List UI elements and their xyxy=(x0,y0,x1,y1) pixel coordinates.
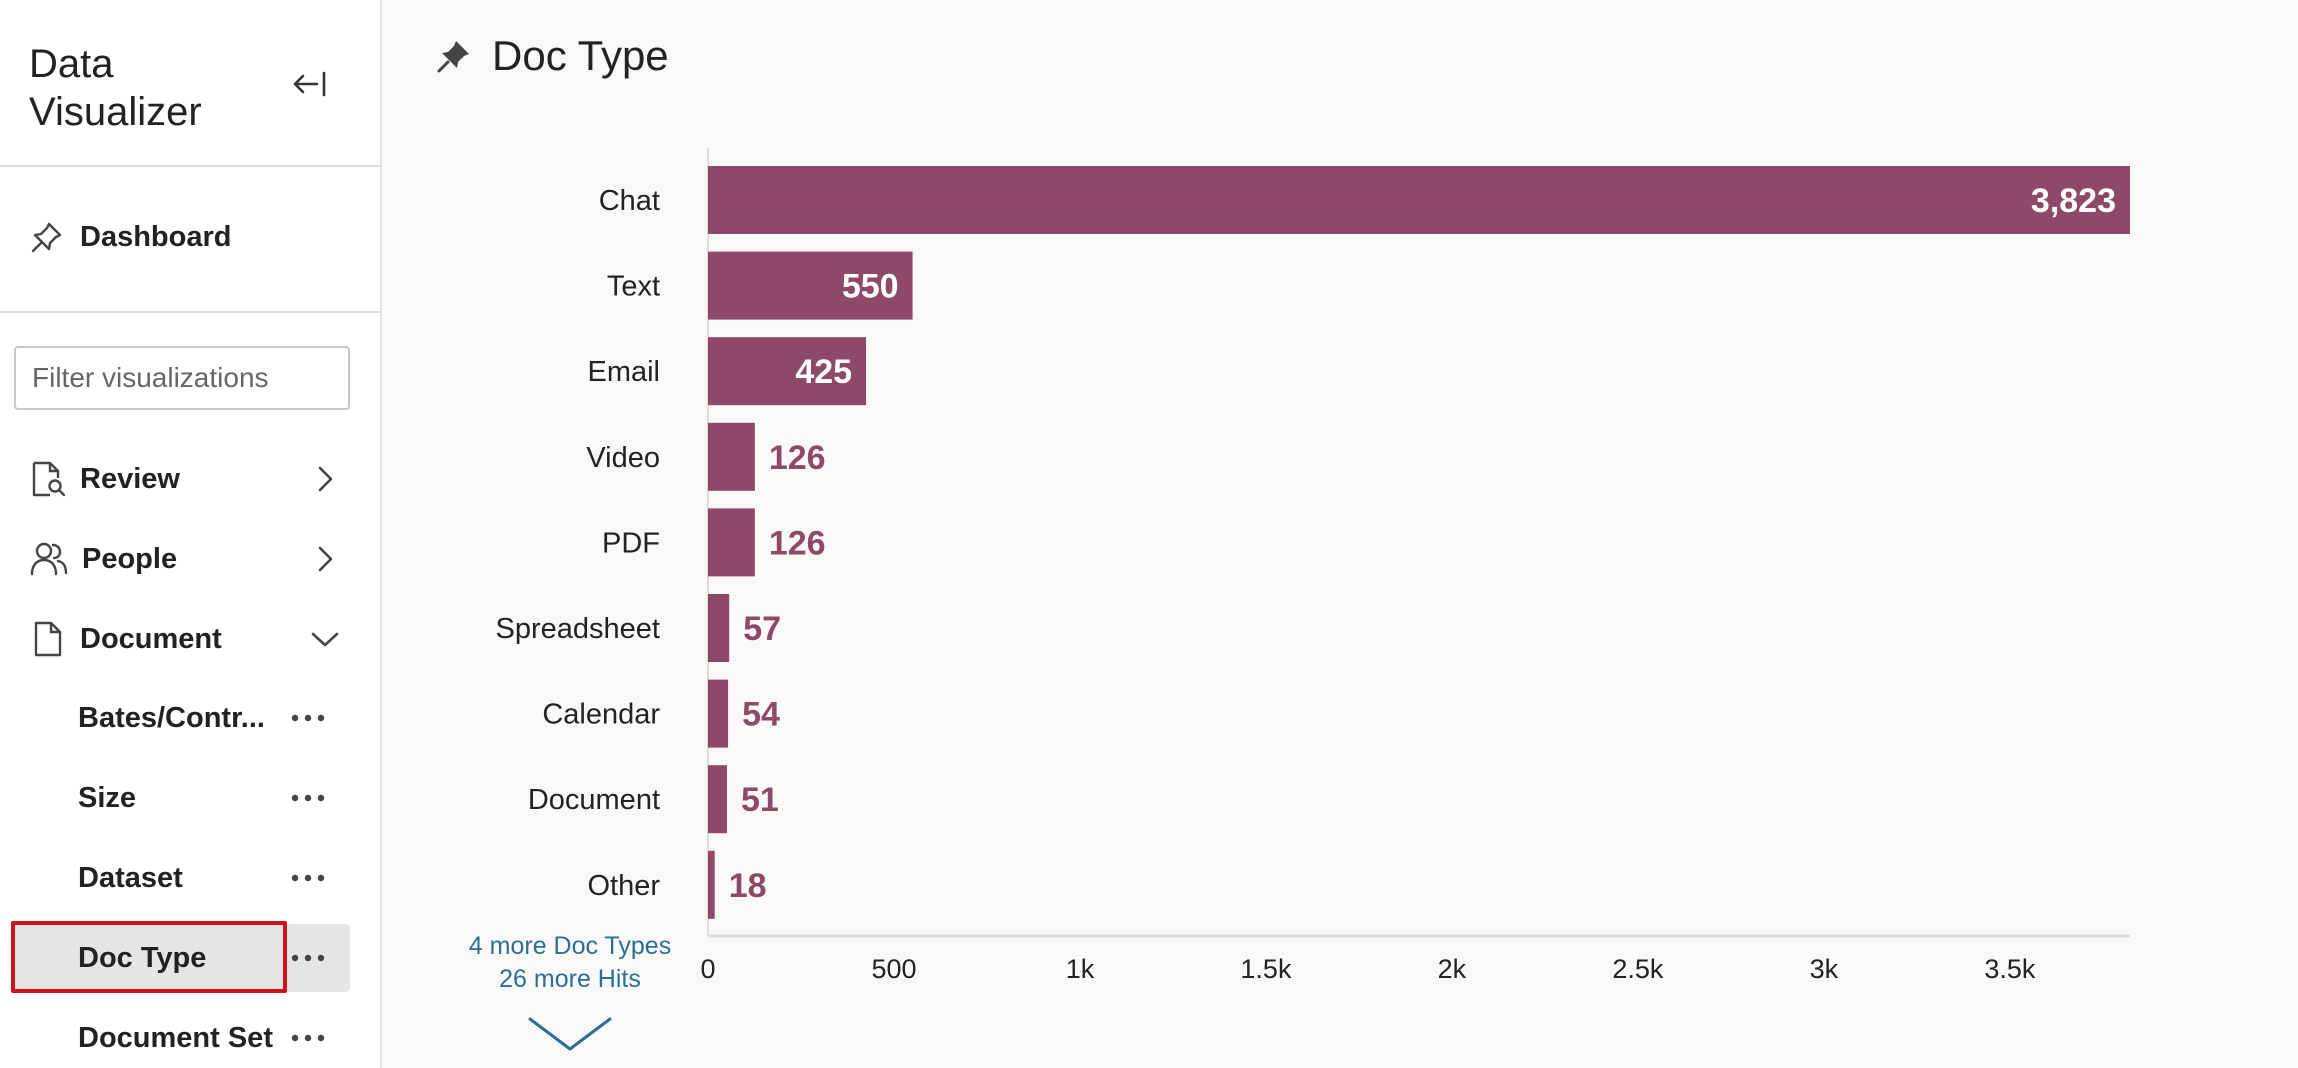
more-doc-types-link[interactable]: 4 more Doc Types xyxy=(468,932,672,960)
sub-item-label: Doc Type xyxy=(78,941,207,974)
filter-visualizations-input[interactable] xyxy=(14,346,350,410)
bar[interactable] xyxy=(708,850,715,919)
nav-people[interactable]: People xyxy=(30,532,340,586)
collapse-sidebar-button[interactable] xyxy=(290,66,330,102)
value-label: 550 xyxy=(842,268,899,306)
more-hits-link[interactable]: 26 more Hits xyxy=(499,965,641,993)
bar[interactable] xyxy=(708,508,755,577)
sub-item-label: Dataset xyxy=(78,861,183,894)
x-tick-label: 0 xyxy=(700,954,715,984)
sub-item-doc-type[interactable]: Doc Type xyxy=(11,921,350,993)
chevron-right-icon xyxy=(310,464,340,494)
value-label: 126 xyxy=(769,439,826,477)
sub-item-label: Size xyxy=(78,781,137,814)
value-label: 425 xyxy=(795,353,852,391)
more-dots-icon xyxy=(291,714,325,722)
pin-filled-icon[interactable] xyxy=(436,38,472,74)
category-label: Email xyxy=(587,356,660,388)
nav-review[interactable]: Review xyxy=(30,452,340,506)
value-label: 3,823 xyxy=(2031,182,2116,220)
sub-item-size[interactable]: Size xyxy=(14,764,350,832)
nav-review-label: Review xyxy=(80,462,180,495)
bar[interactable] xyxy=(708,422,755,491)
more-options-button[interactable] xyxy=(288,700,328,736)
x-tick-label: 3k xyxy=(1810,954,1839,984)
nav-people-label: People xyxy=(82,542,178,575)
more-options-button[interactable] xyxy=(288,860,328,896)
category-label: Chat xyxy=(599,185,660,217)
more-dots-icon xyxy=(291,954,325,962)
page-title: Doc Type xyxy=(492,32,669,79)
doc-type-bar-chart: Chat 3,823 Text 550 Email 425 Video 126 PDF 126 Sp… xyxy=(496,148,2130,984)
category-label: Document xyxy=(528,784,660,816)
app-title: Data Visualizer xyxy=(29,42,202,134)
document-search-icon xyxy=(32,461,66,497)
bar[interactable] xyxy=(708,594,730,662)
sub-item-label: Document Set xyxy=(78,1021,273,1054)
sidebar: Data Visualizer Dashboard Review xyxy=(0,0,382,1068)
sub-item-document-set[interactable]: Document Set xyxy=(14,1004,350,1068)
value-label: 57 xyxy=(743,610,781,648)
collapse-left-icon xyxy=(293,71,326,97)
value-label: 51 xyxy=(741,781,779,819)
value-label: 126 xyxy=(769,524,826,562)
nav-document-label: Document xyxy=(80,622,222,655)
value-label: 54 xyxy=(742,696,780,734)
category-label: PDF xyxy=(602,527,660,559)
category-label: Spreadsheet xyxy=(496,613,660,645)
document-icon xyxy=(34,621,62,657)
value-label: 18 xyxy=(729,867,767,905)
more-dots-icon xyxy=(291,1034,325,1042)
more-dots-icon xyxy=(291,794,325,802)
sub-item-dataset[interactable]: Dataset xyxy=(14,844,350,912)
bar[interactable] xyxy=(708,251,913,320)
x-tick-label: 3.5k xyxy=(1984,954,2036,984)
dashboard-link[interactable]: Dashboard xyxy=(30,217,231,257)
chevron-right-icon xyxy=(310,544,340,574)
selection-highlight xyxy=(11,921,287,993)
bar[interactable] xyxy=(708,337,867,406)
dashboard-section: Dashboard xyxy=(0,167,380,313)
sub-item-label: Bates/Contr... xyxy=(78,701,265,734)
x-tick-label: 2.5k xyxy=(1612,954,1664,984)
x-tick-label: 500 xyxy=(871,954,916,984)
pin-outline-icon xyxy=(31,222,62,253)
category-label: Video xyxy=(586,442,660,474)
bar[interactable] xyxy=(708,765,727,834)
expand-chevron-icon[interactable] xyxy=(527,1014,613,1054)
bar[interactable] xyxy=(708,679,729,748)
people-icon xyxy=(30,542,68,576)
chevron-down-icon xyxy=(310,624,340,654)
category-label: Text xyxy=(607,271,660,303)
category-label: Other xyxy=(587,870,660,902)
more-options-button[interactable] xyxy=(288,780,328,816)
x-tick-label: 1.5k xyxy=(1240,954,1292,984)
dashboard-label: Dashboard xyxy=(80,220,232,253)
x-tick-label: 2k xyxy=(1438,954,1467,984)
category-label: Calendar xyxy=(542,699,660,731)
nav-document[interactable]: Document xyxy=(30,612,340,666)
bar[interactable] xyxy=(708,166,2130,234)
sub-item-bates[interactable]: Bates/Contr... xyxy=(14,684,350,752)
more-options-button[interactable] xyxy=(288,1020,328,1056)
more-options-button[interactable] xyxy=(288,940,328,976)
x-tick-label: 1k xyxy=(1066,954,1095,984)
sidebar-header: Data Visualizer xyxy=(0,0,380,167)
more-dots-icon xyxy=(291,874,325,882)
visualization-header: Doc Type xyxy=(436,28,669,84)
